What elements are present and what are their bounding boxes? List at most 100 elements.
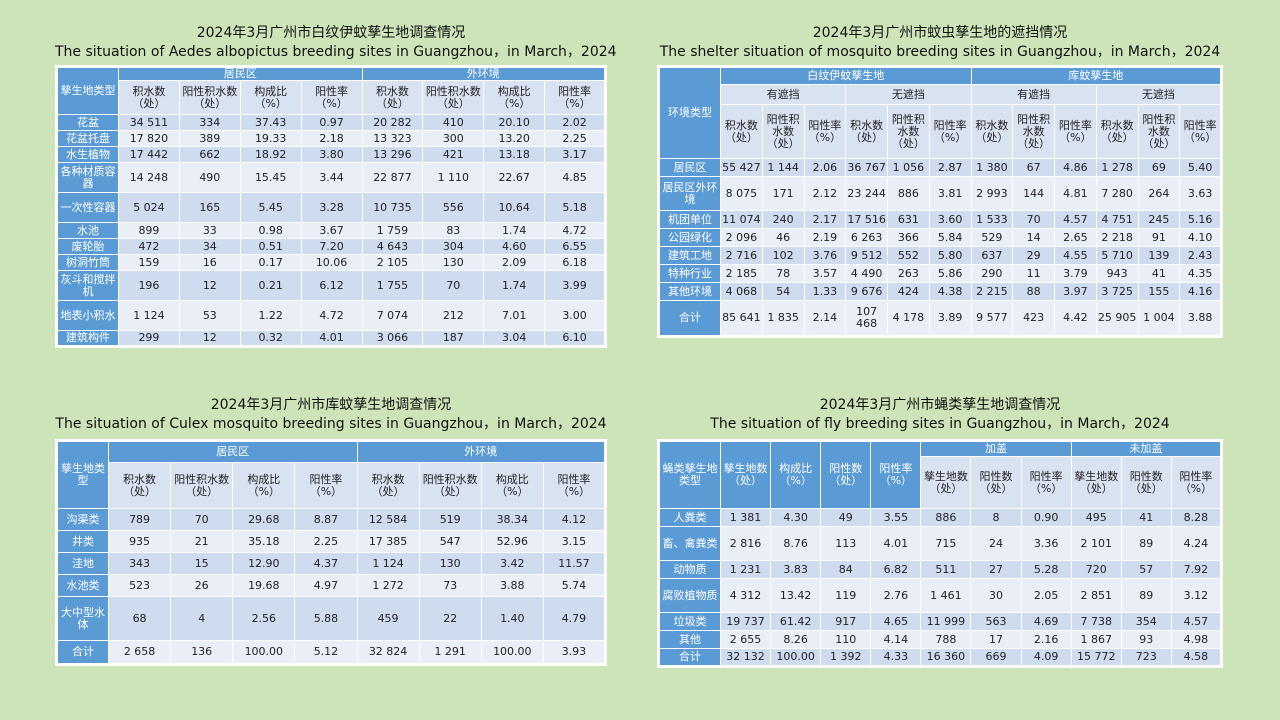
shelter-cell: 41 (1137, 264, 1181, 283)
fly-cell: 8.28 (1170, 508, 1223, 527)
shelter-col-header: 阳性率（%） (1054, 104, 1097, 159)
aedes-cell: 7.20 (300, 238, 363, 255)
culex-title-en: The situation of Culex mosquito breeding… (55, 416, 607, 432)
fly-cell: 24 (970, 526, 1022, 561)
fly-cell: 11 999 (920, 612, 972, 631)
fly-row: 动物质 1 231 3.83 84 6.82 511 27 5.28 720 57 7.92 (658, 560, 1223, 579)
fly-cell: 720 (1070, 560, 1122, 579)
aedes-cell: 3.44 (300, 162, 363, 193)
shelter-cell: 14 (1012, 228, 1055, 247)
shelter-cell: 7 280 (1095, 176, 1139, 211)
panel-fly: 2024年3月广州市蝇类孳生地调查情况 The situation of fly… (657, 396, 1223, 668)
fly-cell: 61.42 (770, 612, 822, 631)
aedes-cell: 5.18 (544, 192, 606, 223)
shelter-cell: 240 (761, 210, 805, 229)
aedes-cell: 83 (422, 222, 485, 239)
shelter-cell: 3.88 (1179, 300, 1222, 337)
culex-cell: 1 291 (418, 640, 482, 665)
aedes-cell: 6.18 (544, 254, 606, 271)
shelter-cell: 2 215 (970, 282, 1014, 301)
fly-col-header: 阳性数（处） (1120, 456, 1172, 509)
shelter-cell: 6 263 (845, 228, 888, 247)
fly-cell: 715 (920, 526, 972, 561)
shelter-cell: 3.60 (928, 210, 972, 229)
fly-cell: 8.76 (770, 526, 822, 561)
shelter-cell: 1 278 (1095, 158, 1139, 177)
aedes-row-label: 花盆托盘 (56, 130, 119, 147)
aedes-table: 孳生地类型 居民区 外环境 积水数（处） 阳性积水数（处） 构成比（%） 阳性率（%）… (55, 65, 607, 348)
culex-col-header: 阳性积水数（处） (170, 462, 234, 509)
aedes-row-label: 建筑构件 (56, 330, 119, 347)
aedes-cell: 0.17 (239, 254, 302, 271)
culex-cell: 935 (107, 530, 172, 553)
culex-cell: 1 124 (356, 552, 420, 575)
shelter-cell: 2 716 (720, 246, 763, 265)
culex-cell: 22 (418, 596, 482, 641)
shelter-row: 合计 85 641 1 835 2.14 107 468 4 178 3.89 9 577 42… (658, 300, 1222, 337)
aedes-cell: 1.74 (483, 270, 546, 301)
fly-lead-header: 构成比（%） (770, 440, 822, 509)
fly-cell: 4 312 (719, 578, 772, 613)
culex-cell: 4.97 (294, 574, 358, 597)
aedes-cell: 4.60 (483, 238, 546, 255)
aedes-row-label: 花盆 (56, 114, 119, 131)
shelter-cell: 2.17 (803, 210, 847, 229)
culex-col-header: 阳性率（%） (542, 462, 607, 509)
culex-cell: 5.74 (542, 574, 607, 597)
shelter-row-label: 建筑工地 (658, 246, 721, 265)
culex-cell: 15 (170, 552, 234, 575)
aedes-row-label: 地表小积水 (56, 300, 119, 331)
shelter-cell: 4 490 (845, 264, 888, 283)
aedes-cell: 13 323 (361, 130, 424, 147)
fly-cell: 2.16 (1020, 630, 1072, 649)
aedes-row: 花盆托盘 17 820 389 19.33 2.18 13 323 300 13.20 2.25 (56, 130, 606, 147)
aedes-cell: 4.72 (544, 222, 606, 239)
shelter-cell: 4.16 (1179, 282, 1222, 301)
shelter-corner-header: 环境类型 (658, 66, 721, 159)
culex-row-label: 大中型水体 (56, 596, 109, 641)
fly-cell: 669 (970, 648, 1022, 667)
aedes-cell: 6.55 (544, 238, 606, 255)
fly-cell: 119 (820, 578, 872, 613)
shelter-cell: 91 (1137, 228, 1181, 247)
shelter-cell: 2 185 (720, 264, 763, 283)
culex-cell: 547 (418, 530, 482, 553)
aedes-cell: 212 (422, 300, 485, 331)
shelter-cell: 5 710 (1095, 246, 1139, 265)
fly-cell: 89 (1120, 526, 1172, 561)
shelter-row-label: 机团单位 (658, 210, 721, 229)
shelter-cell: 4.42 (1054, 300, 1097, 337)
aedes-cell: 33 (178, 222, 241, 239)
aedes-cell: 130 (422, 254, 485, 271)
aedes-row-label: 废轮胎 (56, 238, 119, 255)
fly-col-header: 阳性率（%） (1020, 456, 1072, 509)
aedes-group-outdoor: 外环境 (361, 66, 606, 81)
aedes-row: 废轮胎 472 34 0.51 7.20 4 643 304 4.60 6.55 (56, 238, 606, 255)
shelter-cell: 78 (761, 264, 805, 283)
aedes-cell: 17 820 (118, 130, 180, 147)
culex-row: 大中型水体 68 4 2.56 5.88 459 22 1.40 4.79 (56, 596, 607, 641)
fly-lead-header: 孳生地数（处） (719, 440, 772, 509)
culex-cell: 12 584 (356, 508, 420, 531)
aedes-cell: 662 (178, 146, 241, 163)
aedes-cell: 7.01 (483, 300, 546, 331)
fly-row-label: 其他 (658, 630, 721, 649)
aedes-cell: 1 759 (361, 222, 424, 239)
fly-row-label: 垃圾类 (658, 612, 721, 631)
aedes-cell: 13.18 (483, 146, 546, 163)
shelter-cell: 171 (761, 176, 805, 211)
shelter-cell: 2.65 (1054, 228, 1097, 247)
culex-row-label: 井类 (56, 530, 109, 553)
aedes-cell: 10 735 (361, 192, 424, 223)
fly-cell: 886 (920, 508, 972, 527)
fly-cell: 4.58 (1170, 648, 1223, 667)
aedes-row: 各种材质容器 14 248 490 15.45 3.44 22 877 1 110 22.67… (56, 162, 606, 193)
aedes-cell: 4 643 (361, 238, 424, 255)
fly-cell: 84 (820, 560, 872, 579)
aedes-cell: 196 (118, 270, 180, 301)
fly-row: 垃圾类 19 737 61.42 917 4.65 11 999 563 4.69 7 738 3… (658, 612, 1223, 631)
shelter-cell: 3.79 (1054, 264, 1097, 283)
aedes-cell: 20.10 (483, 114, 546, 131)
fly-cell: 7.92 (1170, 560, 1223, 579)
aedes-row: 水生植物 17 442 662 18.92 3.80 13 296 421 13.18 3.17 (56, 146, 606, 163)
